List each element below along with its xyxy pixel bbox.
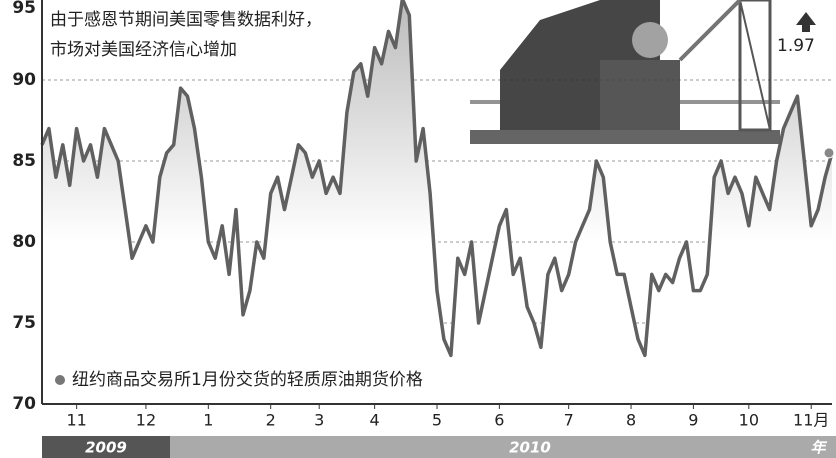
x-tick-label: 2 — [266, 411, 276, 430]
year-label: 年 — [810, 439, 827, 457]
x-tick-label: 5 — [432, 411, 442, 430]
legend-marker — [55, 375, 65, 385]
subtitle: 市场对美国经济信心增加 — [50, 40, 237, 60]
x-tick-label: 11 — [66, 411, 86, 430]
area — [42, 0, 832, 404]
x-tick-label: 7 — [564, 411, 574, 430]
background — [42, 0, 832, 405]
y-tick-label: 90 — [12, 70, 36, 90]
x-tick-label: 11月 — [793, 411, 829, 430]
legend-label: 纽约商品交易所1月份交货的轻质原油期货价格 — [72, 370, 423, 390]
end-marker — [823, 147, 835, 159]
year-band-2009 — [42, 436, 170, 458]
x-tick-label: 1 — [203, 411, 213, 430]
year-label: 2009 — [85, 439, 127, 457]
x-tick-label: 3 — [314, 411, 324, 430]
x-tick-label: 8 — [626, 411, 636, 430]
year-label: 2010 — [509, 439, 551, 457]
annotation: 1.97 — [777, 36, 815, 56]
y-tick-label: 75 — [12, 313, 36, 333]
x-tick-label: 4 — [370, 411, 380, 430]
oil-rig — [470, 0, 780, 144]
title: 由于感恩节期间美国零售数据利好， — [50, 10, 322, 30]
y-tick-label: 85 — [12, 151, 36, 171]
y-tick-label: 70 — [12, 394, 36, 414]
year-band — [42, 436, 836, 458]
line — [40, 0, 834, 358]
x-tick-label: 6 — [494, 411, 504, 430]
y-tick-label: 95 — [12, 0, 36, 18]
up-arrow — [796, 12, 816, 32]
y-tick-label: 80 — [12, 232, 36, 252]
x-tick-label: 12 — [136, 411, 156, 430]
x-tick-label: 10 — [739, 411, 759, 430]
x-tick-label: 9 — [688, 411, 698, 430]
